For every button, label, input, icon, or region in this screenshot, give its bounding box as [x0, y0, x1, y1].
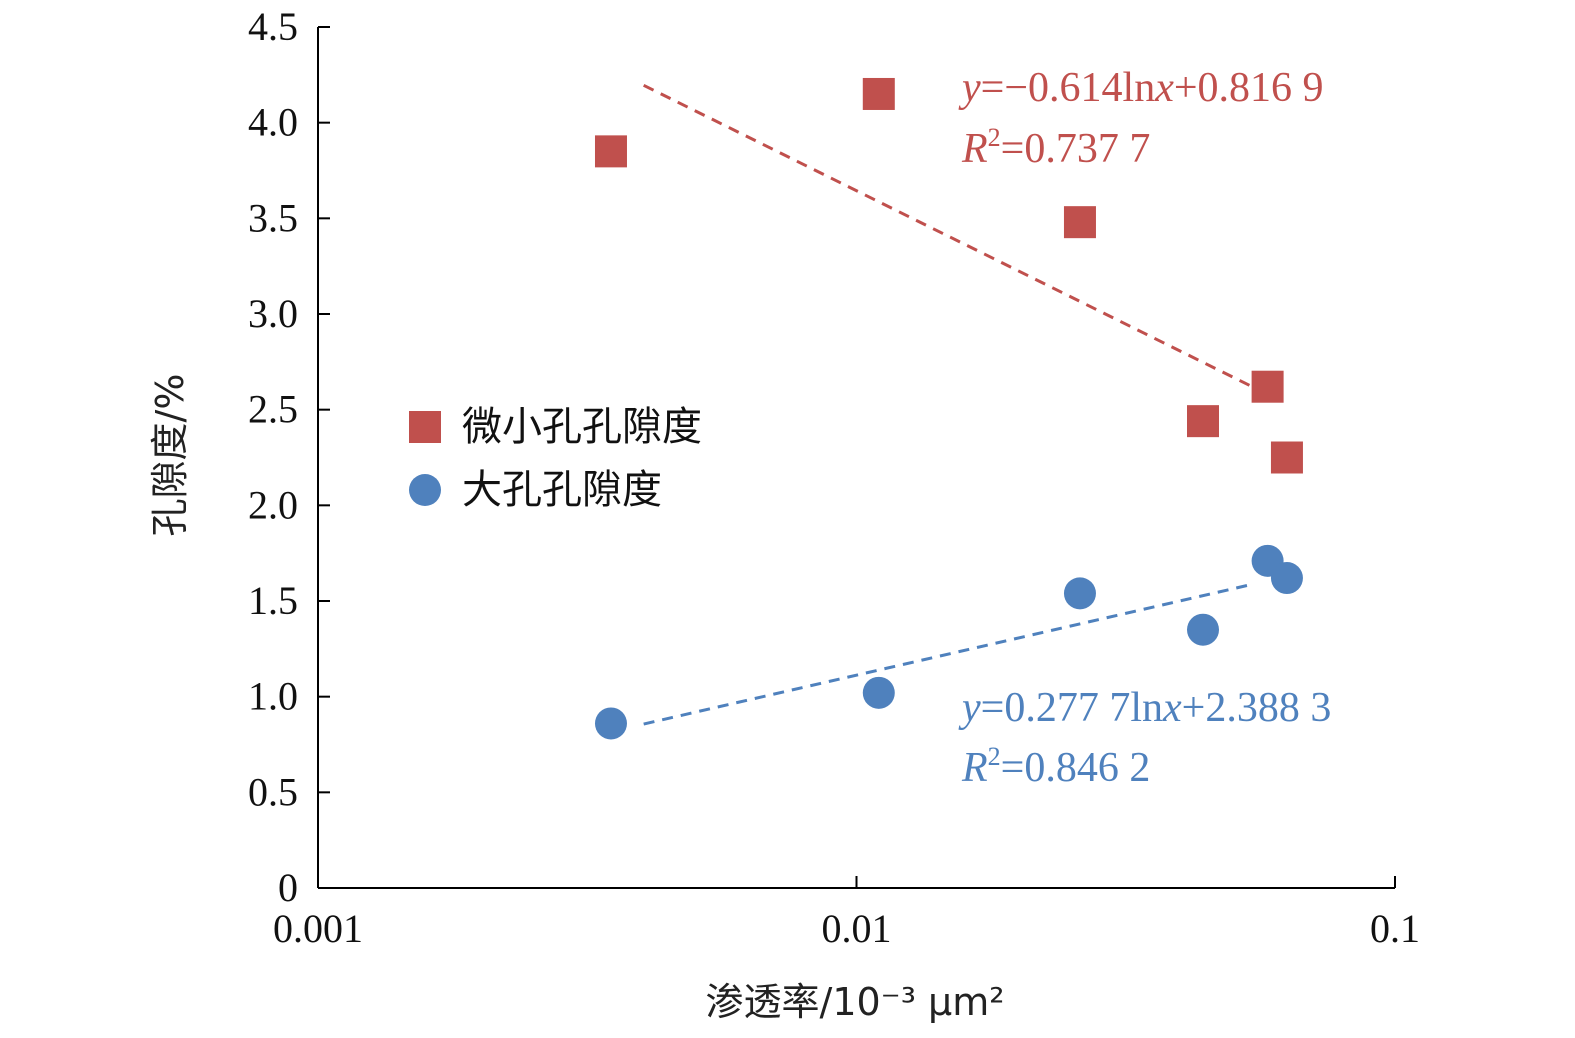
legend-circle-marker [409, 474, 441, 506]
trendline-micro [643, 83, 1252, 388]
y-tick-label: 2.5 [248, 387, 298, 432]
y-tick-label: 0.5 [248, 769, 298, 814]
axes: 0 0.5 1.0 1.5 2.0 2.5 3.0 3.5 4.0 4.5 0.001 0.01 0.1 [248, 4, 1420, 951]
y-tick-label: 0 [278, 865, 298, 910]
y-tick-label: 2.0 [248, 482, 298, 527]
x-tick-label: 0.1 [1370, 906, 1420, 951]
micro-pore-point [1270, 441, 1303, 474]
x-tick-label: 0.001 [273, 906, 363, 951]
x-axis-title: 渗透率/10⁻³ μm² [706, 980, 1005, 1024]
trendlines [643, 83, 1252, 726]
legend-label-macro: 大孔孔隙度 [462, 467, 662, 513]
micro-pore-point [1251, 370, 1284, 403]
y-tick-label: 3.0 [248, 291, 298, 336]
r2-macro-text: R2=0.846 2 [961, 742, 1150, 791]
data-points [594, 77, 1303, 740]
micro-pore-point [1186, 405, 1219, 438]
x-tick-label: 0.01 [822, 906, 892, 951]
y-tick-label: 3.5 [248, 195, 298, 240]
macro-pore-point [594, 707, 627, 740]
legend: 微小孔孔隙度 大孔孔隙度 [409, 404, 702, 513]
r2-micro-text: R2=0.737 7 [961, 123, 1150, 172]
legend-label-micro: 微小孔孔隙度 [462, 404, 702, 450]
y-tick-label: 1.5 [248, 578, 298, 623]
micro-pore-point [594, 135, 627, 168]
y-axis-title: 孔隙度/% [148, 374, 192, 537]
equation-micro-text: y=−0.614lnx+0.816 9 [958, 65, 1324, 111]
y-tick-label: 1.0 [248, 674, 298, 719]
legend-square-marker [409, 411, 441, 443]
equation-macro: y=0.277 7lnx+2.388 3 R2=0.846 2 [958, 685, 1331, 791]
y-tick-label: 4.0 [248, 100, 298, 145]
micro-pore-point [1063, 206, 1096, 239]
macro-pore-point [862, 676, 895, 709]
trendline-macro [643, 583, 1251, 726]
macro-pore-point [1270, 562, 1303, 595]
y-tick-label: 4.5 [248, 4, 298, 49]
micro-pore-point [862, 77, 895, 110]
macro-pore-point [1186, 613, 1219, 646]
equation-macro-text: y=0.277 7lnx+2.388 3 [958, 685, 1331, 731]
equation-micro: y=−0.614lnx+0.816 9 R2=0.737 7 [958, 65, 1324, 172]
macro-pore-point [1063, 577, 1096, 610]
